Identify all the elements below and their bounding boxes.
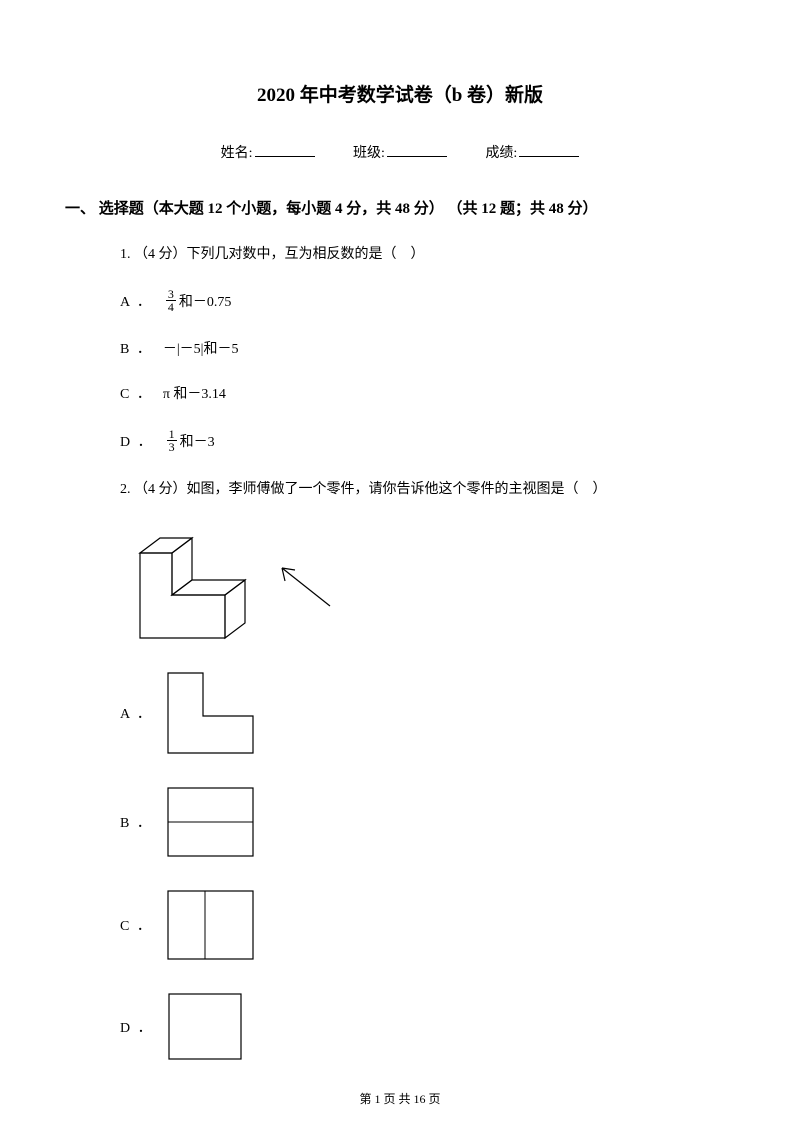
- class-label: 班级:: [353, 142, 385, 162]
- q1-option-b[interactable]: B ． －|－5|和－5: [120, 338, 730, 358]
- q1-option-d[interactable]: D ． 1 3 和－3: [120, 428, 730, 453]
- option-label: C ．: [120, 383, 153, 403]
- section-header: 一、 选择题（本大题 12 个小题，每小题 4 分，共 48 分） （共 12 …: [65, 197, 730, 218]
- q2-figure: [120, 523, 730, 648]
- name-label: 姓名:: [221, 142, 253, 162]
- option-label: D ．: [120, 431, 154, 451]
- arrow-icon: [270, 556, 340, 616]
- shape-square-icon: [164, 989, 249, 1064]
- question-1-stem: 1. （4 分）下列几对数中，互为相反数的是（ ）: [120, 243, 730, 263]
- q1-option-c[interactable]: C ． π 和－3.14: [120, 383, 730, 403]
- exam-title: 2020 年中考数学试卷（b 卷）新版: [70, 80, 730, 107]
- option-label: A ．: [120, 703, 153, 723]
- question-2-stem: 2. （4 分）如图，李师傅做了一个零件，请你告诉他这个零件的主视图是（ ）: [120, 478, 730, 498]
- shape-hsplit-icon: [163, 783, 258, 861]
- fraction-icon: 3 4: [166, 288, 176, 313]
- score-label: 成绩:: [485, 142, 517, 162]
- fraction-icon: 1 3: [167, 428, 177, 453]
- solid-3d-icon: [120, 523, 255, 648]
- q2-option-b[interactable]: B ．: [120, 783, 730, 861]
- q1-option-a[interactable]: A ． 3 4 和－0.75: [120, 288, 730, 313]
- option-label: B ．: [120, 812, 153, 832]
- q2-option-a[interactable]: A ．: [120, 668, 730, 758]
- shape-vsplit-icon: [163, 886, 258, 964]
- q2-option-c[interactable]: C ．: [120, 886, 730, 964]
- option-label: D ．: [120, 1017, 154, 1037]
- q2-option-d[interactable]: D ．: [120, 989, 730, 1064]
- name-blank[interactable]: [255, 156, 315, 157]
- option-label: A ．: [120, 291, 153, 311]
- shape-l-icon: [163, 668, 258, 758]
- option-label: B ．: [120, 338, 153, 358]
- student-info-line: 姓名: 班级: 成绩:: [70, 142, 730, 162]
- option-label: C ．: [120, 915, 153, 935]
- page-footer: 第 1 页 共 16 页: [0, 1090, 800, 1107]
- score-blank[interactable]: [519, 156, 579, 157]
- class-blank[interactable]: [387, 156, 447, 157]
